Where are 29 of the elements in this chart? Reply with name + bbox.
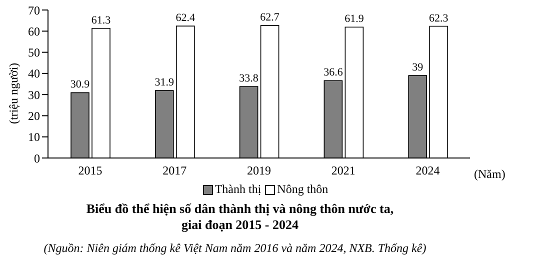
y-axis-title: (triệu người) xyxy=(6,62,20,124)
data-label: 62.3 xyxy=(428,12,449,24)
x-tick-label: 2017 xyxy=(162,164,187,178)
y-tick-label: 10 xyxy=(28,130,40,144)
y-tick-label: 30 xyxy=(28,88,40,102)
y-tick-label: 60 xyxy=(28,24,40,38)
y-tick-label: 40 xyxy=(28,66,40,81)
data-label: 61.3 xyxy=(91,14,112,26)
x-tick-label: 2021 xyxy=(331,164,356,178)
legend-label: Nông thôn xyxy=(276,182,328,197)
x-tick-label: 2024 xyxy=(416,164,440,178)
text: Biểu đồ thể hiện số dân thành thị và nông thôn nước ta, giai đoạn 2015 - 2024 xyxy=(85,201,395,233)
data-label: 30.9 xyxy=(70,78,90,91)
y-tick-label: 0 xyxy=(34,151,40,166)
y-tick-label: 20 xyxy=(28,108,40,123)
data-label: 62.4 xyxy=(176,12,196,24)
legend-label: Thành thị xyxy=(214,182,262,197)
y-tick-label: 70 xyxy=(28,3,40,18)
text: (Nguồn: Niên giám thống kê Việt Nam năm 2016 và năm 2024, NXB. Thống kê) xyxy=(42,241,428,256)
x-tick-label: 2015 xyxy=(78,164,102,178)
data-label: 39 xyxy=(412,62,424,74)
x-axis-title: (Năm) xyxy=(474,167,506,182)
data-label: 33.8 xyxy=(239,72,259,85)
data-label: 62.7 xyxy=(260,11,280,24)
data-label: 31.9 xyxy=(154,76,175,89)
data-label: 61.9 xyxy=(344,13,364,26)
data-label: 36.6 xyxy=(324,66,344,79)
x-tick-label: 2019 xyxy=(247,164,271,178)
y-tick-label: 50 xyxy=(28,46,40,60)
